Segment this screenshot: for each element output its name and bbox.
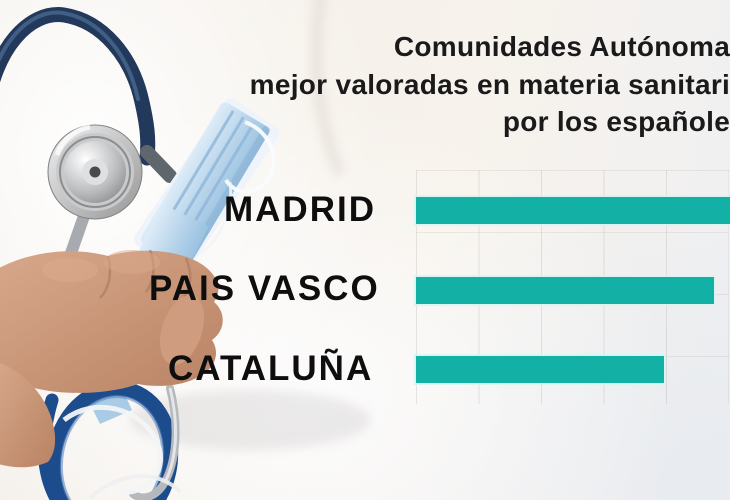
category-label-pais-vasco: PAIS VASCO xyxy=(149,269,380,308)
bar-madrid xyxy=(416,197,730,224)
chart-title: Comunidades Autónomas mejor valoradas en… xyxy=(126,28,730,141)
chart-title-line: por los españoles xyxy=(502,106,730,137)
stethoscope-loops xyxy=(37,381,182,500)
bar-cataluna xyxy=(416,356,664,383)
stethoscope-binaural-metal xyxy=(129,384,180,500)
mask-cord xyxy=(62,404,164,495)
stethoscope-stem xyxy=(64,210,90,262)
bar-pais-vasco xyxy=(416,277,714,304)
category-label-madrid: MADRID xyxy=(224,190,376,229)
category-label-cataluna: CATALUÑA xyxy=(168,349,374,388)
chart-title-line: Comunidades Autónomas xyxy=(393,31,730,62)
chart-title-line: mejor valoradas en materia sanitaria xyxy=(249,68,730,100)
forearm xyxy=(0,362,55,468)
